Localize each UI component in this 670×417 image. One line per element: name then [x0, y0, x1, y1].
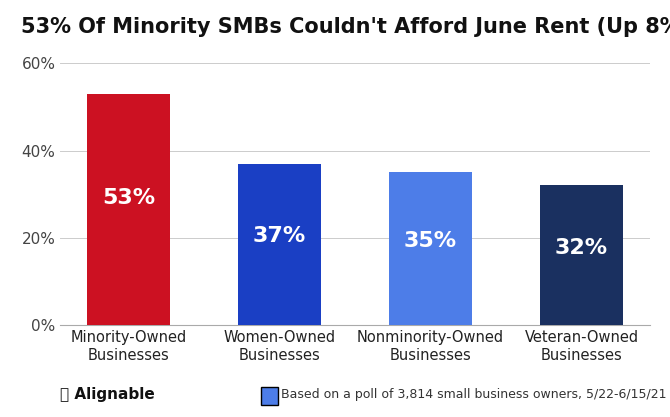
Bar: [540, 186, 623, 325]
Text: Based on a poll of 3,814 small business owners, 5/22-6/15/21: Based on a poll of 3,814 small business …: [281, 387, 667, 401]
Text: 35%: 35%: [404, 231, 457, 251]
Text: Ⓢ Alignable: Ⓢ Alignable: [60, 387, 155, 402]
Bar: [389, 172, 472, 325]
Bar: [238, 163, 321, 325]
Text: 32%: 32%: [555, 239, 608, 259]
Bar: [87, 94, 170, 325]
Text: 53%: 53%: [102, 188, 155, 208]
Title: 53% Of Minority SMBs Couldn't Afford June Rent (Up 8%): 53% Of Minority SMBs Couldn't Afford Jun…: [21, 18, 670, 38]
Text: 37%: 37%: [253, 226, 306, 246]
